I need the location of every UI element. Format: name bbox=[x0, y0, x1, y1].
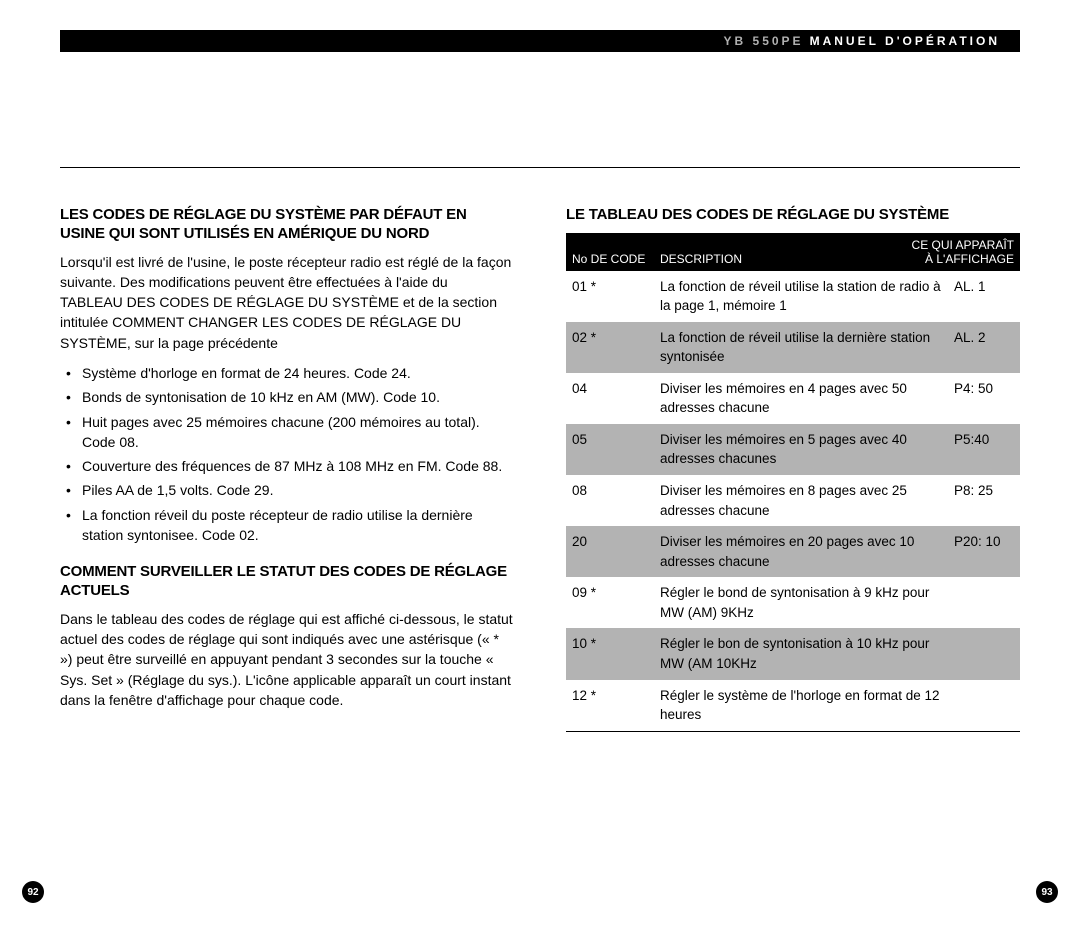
right-heading-1: LE TABLEAU DES CODES DE RÉGLAGE DU SYSTÈ… bbox=[566, 206, 1020, 225]
td-disp: P8: 25 bbox=[954, 481, 1014, 520]
table-row: 10 * Régler le bon de syntonisation à 10… bbox=[566, 628, 1020, 679]
td-disp bbox=[954, 634, 1014, 673]
td-desc: Régler le bond de syntonisation à 9 kHz … bbox=[660, 583, 954, 622]
th-display-line2: À L'AFFICHAGE bbox=[925, 252, 1014, 266]
list-item: Couverture des fréquences de 87 MHz à 10… bbox=[60, 456, 514, 476]
td-code: 09 * bbox=[572, 583, 660, 622]
table-row: 08 Diviser les mémoires en 8 pages avec … bbox=[566, 475, 1020, 526]
td-code: 20 bbox=[572, 532, 660, 571]
td-code: 12 * bbox=[572, 686, 660, 725]
td-code: 01 * bbox=[572, 277, 660, 316]
td-disp: P4: 50 bbox=[954, 379, 1014, 418]
th-description: DESCRIPTION bbox=[660, 238, 904, 267]
td-code: 05 bbox=[572, 430, 660, 469]
list-item: Système d'horloge en format de 24 heures… bbox=[60, 363, 514, 383]
th-display: CE QUI APPARAÎT À L'AFFICHAGE bbox=[904, 238, 1014, 267]
table-header: No DE CODE DESCRIPTION CE QUI APPARAÎT À… bbox=[566, 234, 1020, 271]
td-desc: Diviser les mémoires en 5 pages avec 40 … bbox=[660, 430, 954, 469]
header-bar: YB 550PE MANUEL D'OPÉRATION bbox=[60, 30, 1020, 52]
td-code: 04 bbox=[572, 379, 660, 418]
table-row: 04 Diviser les mémoires en 4 pages avec … bbox=[566, 373, 1020, 424]
td-disp bbox=[954, 583, 1014, 622]
columns: LES CODES DE RÉGLAGE DU SYSTÈME PAR DÉFA… bbox=[60, 206, 1020, 732]
td-desc: Diviser les mémoires en 20 pages avec 10… bbox=[660, 532, 954, 571]
table-row: 02 * La fonction de réveil utilise la de… bbox=[566, 322, 1020, 373]
left-paragraph-1: Lorsqu'il est livré de l'usine, le poste… bbox=[60, 252, 514, 353]
left-heading-1: LES CODES DE RÉGLAGE DU SYSTÈME PAR DÉFA… bbox=[60, 206, 514, 244]
td-desc: Diviser les mémoires en 8 pages avec 25 … bbox=[660, 481, 954, 520]
list-item: La fonction réveil du poste récepteur de… bbox=[60, 505, 514, 546]
td-disp: P5:40 bbox=[954, 430, 1014, 469]
td-code: 10 * bbox=[572, 634, 660, 673]
th-code: No DE CODE bbox=[572, 238, 660, 267]
header-model: YB 550PE bbox=[724, 34, 804, 48]
td-disp bbox=[954, 686, 1014, 725]
table-row: 09 * Régler le bond de syntonisation à 9… bbox=[566, 577, 1020, 628]
td-code: 02 * bbox=[572, 328, 660, 367]
td-desc: La fonction de réveil utilise la station… bbox=[660, 277, 954, 316]
list-item: Piles AA de 1,5 volts. Code 29. bbox=[60, 480, 514, 500]
td-disp: AL. 1 bbox=[954, 277, 1014, 316]
table-row: 01 * La fonction de réveil utilise la st… bbox=[566, 271, 1020, 322]
td-desc: Diviser les mémoires en 4 pages avec 50 … bbox=[660, 379, 954, 418]
td-desc: Régler le bon de syntonisation à 10 kHz … bbox=[660, 634, 954, 673]
td-disp: AL. 2 bbox=[954, 328, 1014, 367]
th-display-line1: CE QUI APPARAÎT bbox=[912, 238, 1014, 252]
left-paragraph-2: Dans le tableau des codes de réglage qui… bbox=[60, 609, 514, 710]
left-column: LES CODES DE RÉGLAGE DU SYSTÈME PAR DÉFA… bbox=[60, 206, 514, 732]
codes-table: No DE CODE DESCRIPTION CE QUI APPARAÎT À… bbox=[566, 233, 1020, 732]
right-column: LE TABLEAU DES CODES DE RÉGLAGE DU SYSTÈ… bbox=[566, 206, 1020, 732]
td-code: 08 bbox=[572, 481, 660, 520]
table-row: 20 Diviser les mémoires en 20 pages avec… bbox=[566, 526, 1020, 577]
table-row: 12 * Régler le système de l'horloge en f… bbox=[566, 680, 1020, 731]
factory-defaults-list: Système d'horloge en format de 24 heures… bbox=[60, 363, 514, 545]
divider-line bbox=[60, 167, 1020, 168]
list-item: Bonds de syntonisation de 10 kHz en AM (… bbox=[60, 387, 514, 407]
td-disp: P20: 10 bbox=[954, 532, 1014, 571]
list-item: Huit pages avec 25 mémoires chacune (200… bbox=[60, 412, 514, 453]
table-row: 05 Diviser les mémoires en 5 pages avec … bbox=[566, 424, 1020, 475]
page-number-right: 93 bbox=[1036, 881, 1058, 903]
td-desc: Régler le système de l'horloge en format… bbox=[660, 686, 954, 725]
td-desc: La fonction de réveil utilise la dernièr… bbox=[660, 328, 954, 367]
page-number-left: 92 bbox=[22, 881, 44, 903]
page: YB 550PE MANUEL D'OPÉRATION LES CODES DE… bbox=[0, 0, 1080, 925]
left-heading-2: COMMENT SURVEILLER LE STATUT DES CODES D… bbox=[60, 563, 514, 601]
header-title: MANUEL D'OPÉRATION bbox=[810, 34, 1000, 48]
